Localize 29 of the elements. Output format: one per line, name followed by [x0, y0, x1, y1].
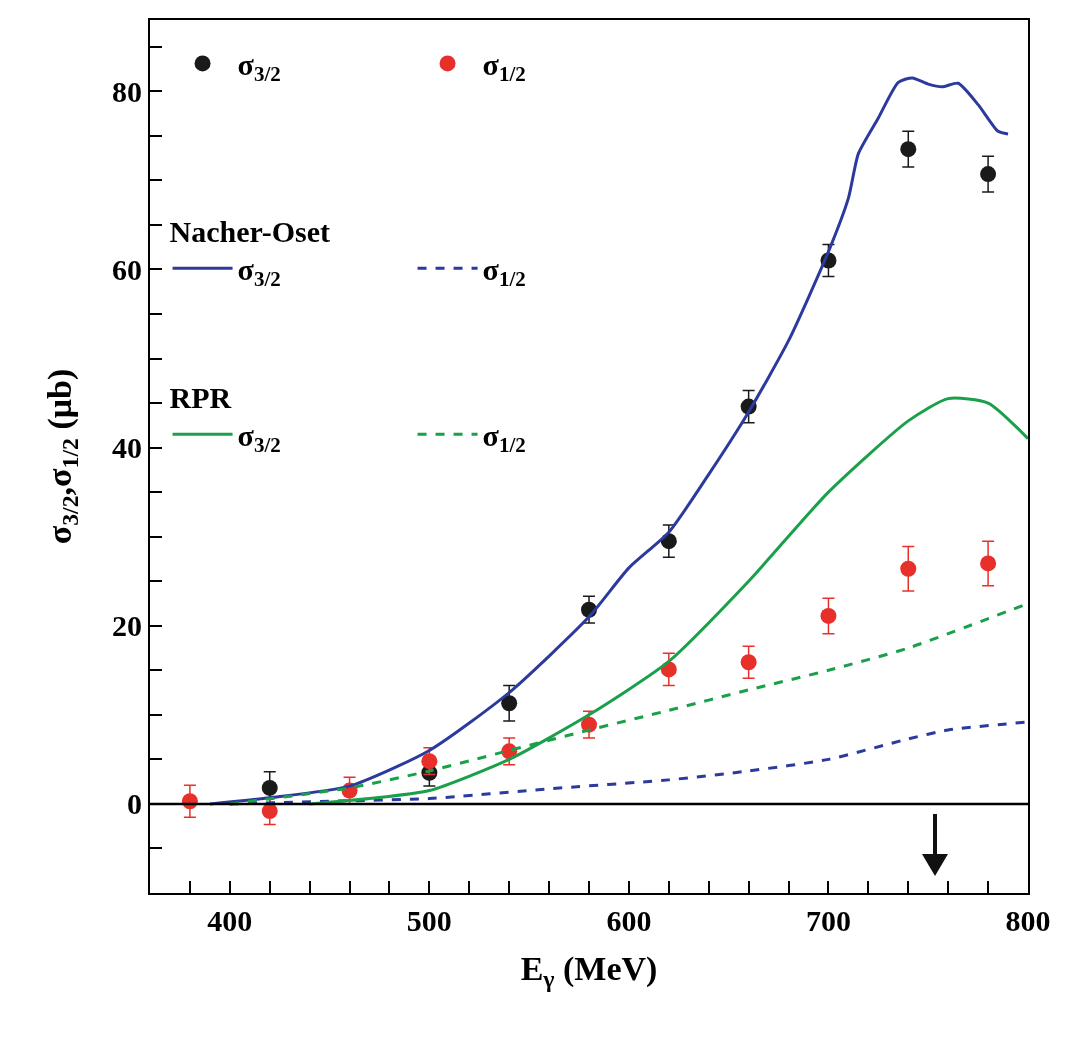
x-tick-label: 600 [606, 904, 652, 937]
legend-label: σ$_{1/2}$ [482, 48, 526, 87]
annotation: Nacher-Oset [169, 215, 331, 249]
point [421, 753, 438, 770]
point [261, 779, 278, 796]
point [900, 141, 917, 158]
point [980, 166, 997, 183]
point [900, 560, 917, 577]
point [740, 654, 757, 671]
x-tick-label: 700 [805, 904, 851, 937]
legend-label: σ$_{3/2}$ [237, 48, 281, 87]
x-tick-label: 800 [1005, 904, 1051, 937]
y-tick-label: 60 [112, 252, 142, 286]
point [980, 555, 997, 572]
x-axis-title: E$_{γ}$ (MeV) [520, 949, 658, 992]
legend-label: σ$_{3/2}$ [237, 253, 281, 292]
annotation: RPR [169, 381, 232, 415]
legend-label: σ$_{3/2}$ [237, 418, 281, 458]
y-tick-label: 40 [112, 431, 142, 465]
x-tick-label: 400 [207, 904, 253, 937]
point [261, 803, 278, 820]
point [820, 607, 837, 624]
x-tick-label: 500 [406, 904, 452, 937]
legend-label: σ$_{1/2}$ [482, 418, 526, 458]
legend-label: σ$_{1/2}$ [482, 253, 526, 292]
y-tick-label: 20 [112, 609, 142, 643]
y-tick-label: 80 [112, 74, 142, 108]
y-tick-label: 0 [127, 787, 142, 821]
point [501, 695, 518, 712]
